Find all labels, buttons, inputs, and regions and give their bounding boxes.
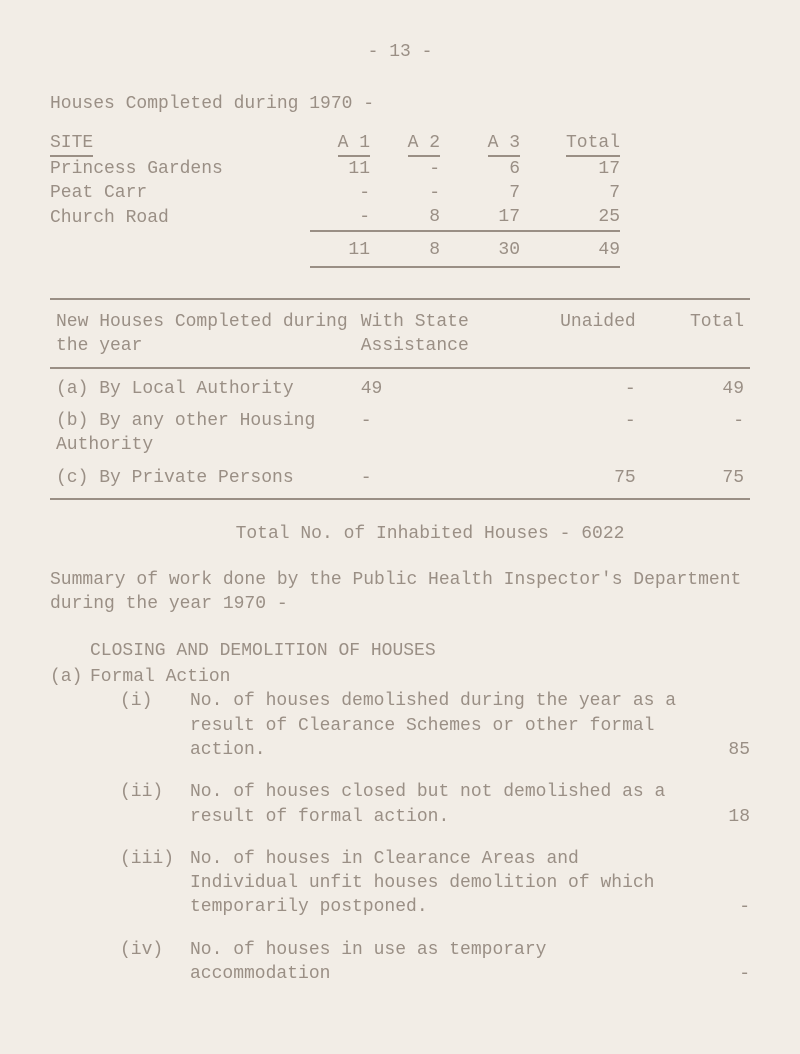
- item-value: -: [700, 962, 750, 986]
- section-tag: (a): [50, 665, 90, 689]
- formal-action-label: Formal Action: [90, 665, 230, 689]
- new-houses-table-wrap: New Houses Completed during the year Wit…: [50, 298, 750, 500]
- list-item: (ii) No. of houses closed but not demoli…: [50, 780, 750, 829]
- col-unaided: Unaided: [513, 300, 641, 368]
- col-a2: A 2: [408, 131, 440, 157]
- col-a1: A 1: [338, 131, 370, 157]
- header-row: SITE A 1 A 2 A 3 Total: [50, 131, 620, 157]
- summary-paragraph: Summary of work done by the Public Healt…: [50, 568, 750, 617]
- table-row: (c) By Private Persons - 75 75: [50, 462, 750, 498]
- item-value: 85: [700, 738, 750, 762]
- houses-completed-table: SITE A 1 A 2 A 3 Total Princess Gardens …: [50, 131, 620, 268]
- table-row: Peat Carr - - 7 7: [50, 181, 620, 205]
- item-text: No. of houses demolished during the year…: [190, 689, 700, 762]
- item-value: -: [700, 895, 750, 919]
- list-item: (iv) No. of houses in use as temporary a…: [50, 938, 750, 987]
- list-item: (iii) No. of houses in Clearance Areas a…: [50, 847, 750, 920]
- page-number: - 13 -: [50, 40, 750, 64]
- table-row: Princess Gardens 11 - 6 17: [50, 157, 620, 181]
- table1-title: Houses Completed during 1970 -: [50, 92, 750, 116]
- col-total: Total: [642, 300, 750, 368]
- item-tag: (iv): [50, 938, 170, 987]
- table-row: (b) By any other Housing Authority - - -: [50, 405, 750, 462]
- totals-row: 11 8 30 49: [50, 231, 620, 267]
- table-row: Church Road - 8 17 25: [50, 205, 620, 230]
- formal-action-line: (a) Formal Action: [50, 665, 750, 689]
- item-tag: (ii): [50, 780, 170, 829]
- item-text: No. of houses closed but not demolished …: [190, 780, 700, 829]
- header-row: New Houses Completed during the year Wit…: [50, 300, 750, 368]
- item-value: 18: [700, 805, 750, 829]
- list-item: (i) No. of houses demolished during the …: [50, 689, 750, 762]
- new-houses-table: New Houses Completed during the year Wit…: [50, 300, 750, 498]
- item-text: No. of houses in Clearance Areas and Ind…: [190, 847, 700, 920]
- col-site: SITE: [50, 131, 93, 157]
- item-tag: (iii): [50, 847, 170, 920]
- inhabited-total: Total No. of Inhabited Houses - 6022: [50, 522, 750, 546]
- item-tag: (i): [50, 689, 170, 762]
- col-total: Total: [566, 131, 620, 157]
- col-a3: A 3: [488, 131, 520, 157]
- col-with-state: With State Assistance: [355, 300, 514, 368]
- table-row: (a) By Local Authority 49 - 49: [50, 368, 750, 405]
- closing-heading: CLOSING AND DEMOLITION OF HOUSES: [50, 639, 750, 663]
- page: - 13 - Houses Completed during 1970 - SI…: [0, 0, 800, 1054]
- col-desc: New Houses Completed during the year: [50, 300, 355, 368]
- item-text: No. of houses in use as temporary accomm…: [190, 938, 700, 987]
